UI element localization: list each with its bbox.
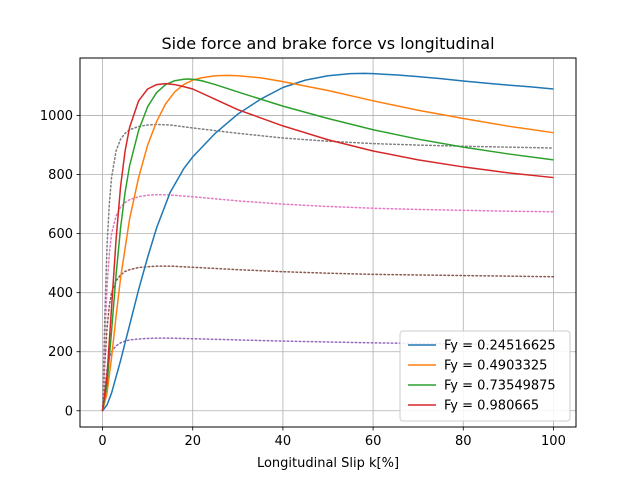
y-tick-label: 600 — [48, 227, 73, 242]
plot-frame — [79, 57, 577, 428]
series-line-7 — [101, 193, 555, 412]
y-tick-label: 1000 — [40, 109, 73, 124]
x-tick-label: 40 — [275, 434, 292, 449]
grid-lines — [80, 58, 576, 427]
series-line-1 — [101, 72, 554, 412]
x-tick-label: 20 — [184, 434, 201, 449]
legend: Fy = 0.24516625 Fy = 0.4903325 Fy = 0.7354… — [399, 330, 571, 422]
legend-entry: Fy = 0.73549875 — [444, 379, 556, 394]
legend-entry: Fy = 0.24516625 — [444, 339, 556, 354]
x-tick-label: 60 — [365, 434, 382, 449]
y-axis-ticks: 0 200 400 600 800 1000 — [40, 109, 80, 419]
x-tick-label: 100 — [541, 434, 566, 449]
series-line-3 — [101, 78, 554, 411]
y-tick-label: 800 — [48, 168, 73, 183]
y-tick-label: 200 — [48, 345, 73, 360]
x-tick-label: 80 — [455, 434, 472, 449]
x-axis-ticks: 0 20 40 60 80 100 — [98, 427, 566, 449]
series-line-5 — [101, 337, 555, 412]
series-line-8 — [101, 123, 555, 412]
x-axis-label: Longitudinal Slip k[%] — [257, 456, 399, 471]
legend-entry: Fy = 0.980665 — [444, 399, 539, 414]
x-tick-label: 0 — [98, 434, 106, 449]
series-line-6 — [101, 265, 555, 412]
y-tick-label: 400 — [48, 286, 73, 301]
chart-title: Side force and brake force vs longitudin… — [161, 34, 494, 53]
series-layer — [101, 72, 555, 412]
legend-box — [399, 330, 571, 422]
y-tick-label: 0 — [65, 404, 73, 419]
legend-entry: Fy = 0.4903325 — [444, 359, 547, 374]
series-line-4 — [101, 82, 554, 411]
series-line-2 — [101, 74, 554, 411]
